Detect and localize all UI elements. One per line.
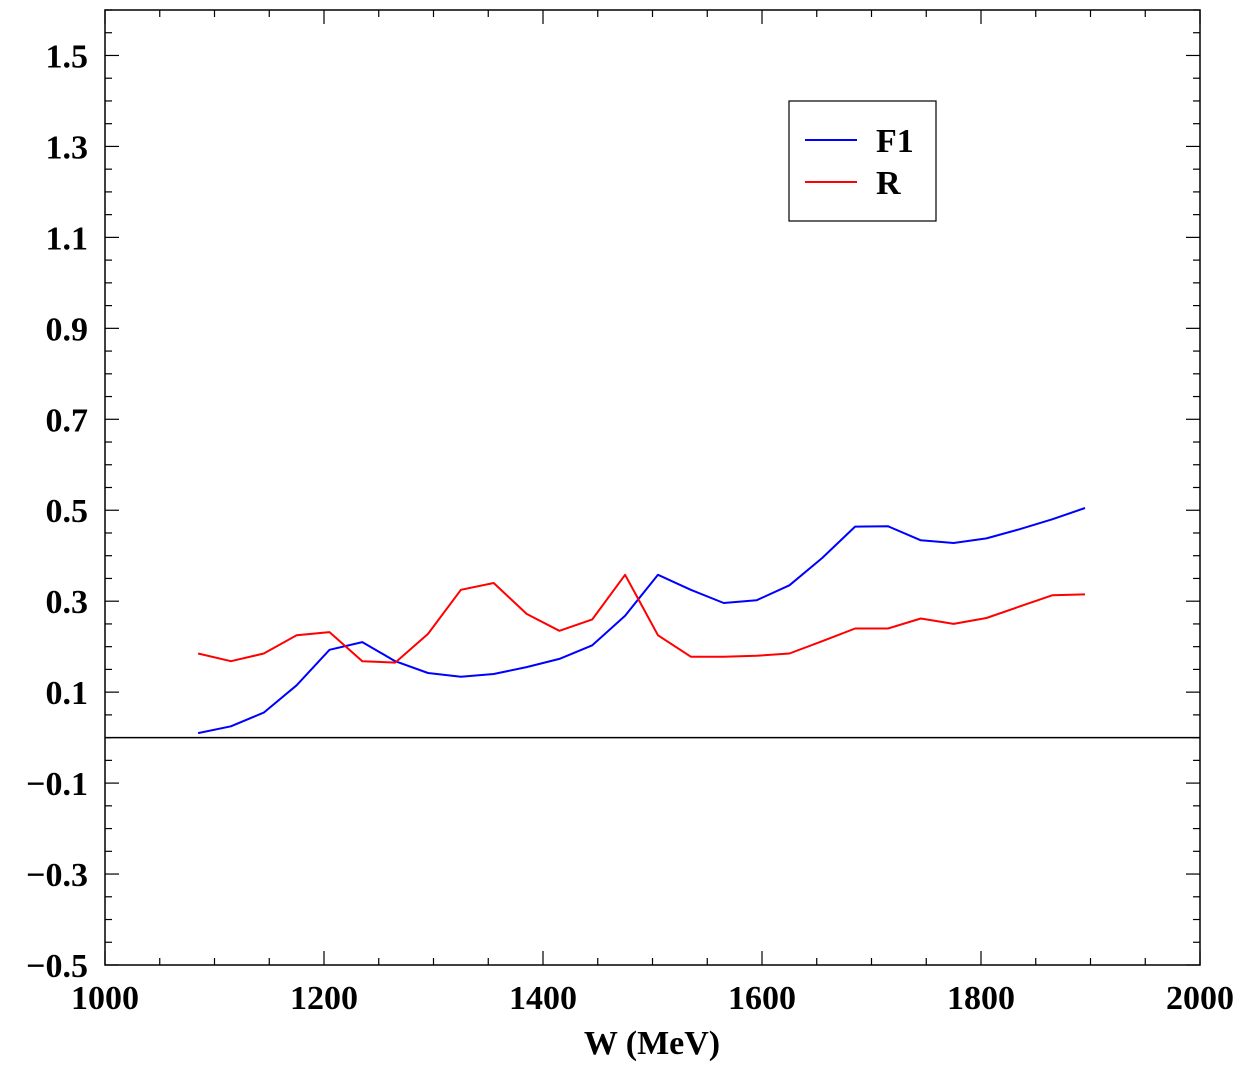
legend: F1 R — [788, 100, 937, 222]
x-tick-label: 1200 — [290, 980, 358, 1017]
x-tick-label: 1400 — [509, 980, 577, 1017]
x-tick-label: 1600 — [728, 980, 796, 1017]
legend-label-f1: F1 — [876, 123, 914, 160]
x-axis-label: W (MeV) — [584, 1025, 720, 1062]
axis-ticks — [104, 9, 1201, 966]
y-tick-label: −0.5 — [26, 948, 88, 985]
y-tick-label: 0.5 — [46, 493, 89, 530]
y-tick-label: −0.1 — [26, 766, 88, 803]
x-tick-label: 1000 — [71, 980, 139, 1017]
series-lines — [197, 507, 1086, 735]
legend-label-r: R — [876, 165, 901, 202]
x-tick-label: 2000 — [1166, 980, 1234, 1017]
y-tick-label: 0.7 — [46, 402, 89, 439]
y-tick-label: 0.9 — [46, 311, 89, 348]
legend-box — [788, 100, 937, 222]
y-tick-label: 1.5 — [46, 38, 89, 75]
y-tick-label: 1.1 — [46, 220, 89, 257]
y-tick-label: −0.3 — [26, 857, 88, 894]
y-tick-label: 1.3 — [46, 129, 89, 166]
plot-frame — [104, 9, 1201, 966]
axis-tick-labels: 1000 1200 1400 1600 1800 2000 −0.5 −0.3 −0.1 0.1 0… — [26, 38, 1234, 1017]
series-line-f1 — [197, 507, 1086, 735]
series-line-r — [197, 573, 1086, 664]
x-tick-label: 1800 — [947, 980, 1015, 1017]
y-tick-label: 0.1 — [46, 675, 89, 712]
y-tick-label: 0.3 — [46, 584, 89, 621]
